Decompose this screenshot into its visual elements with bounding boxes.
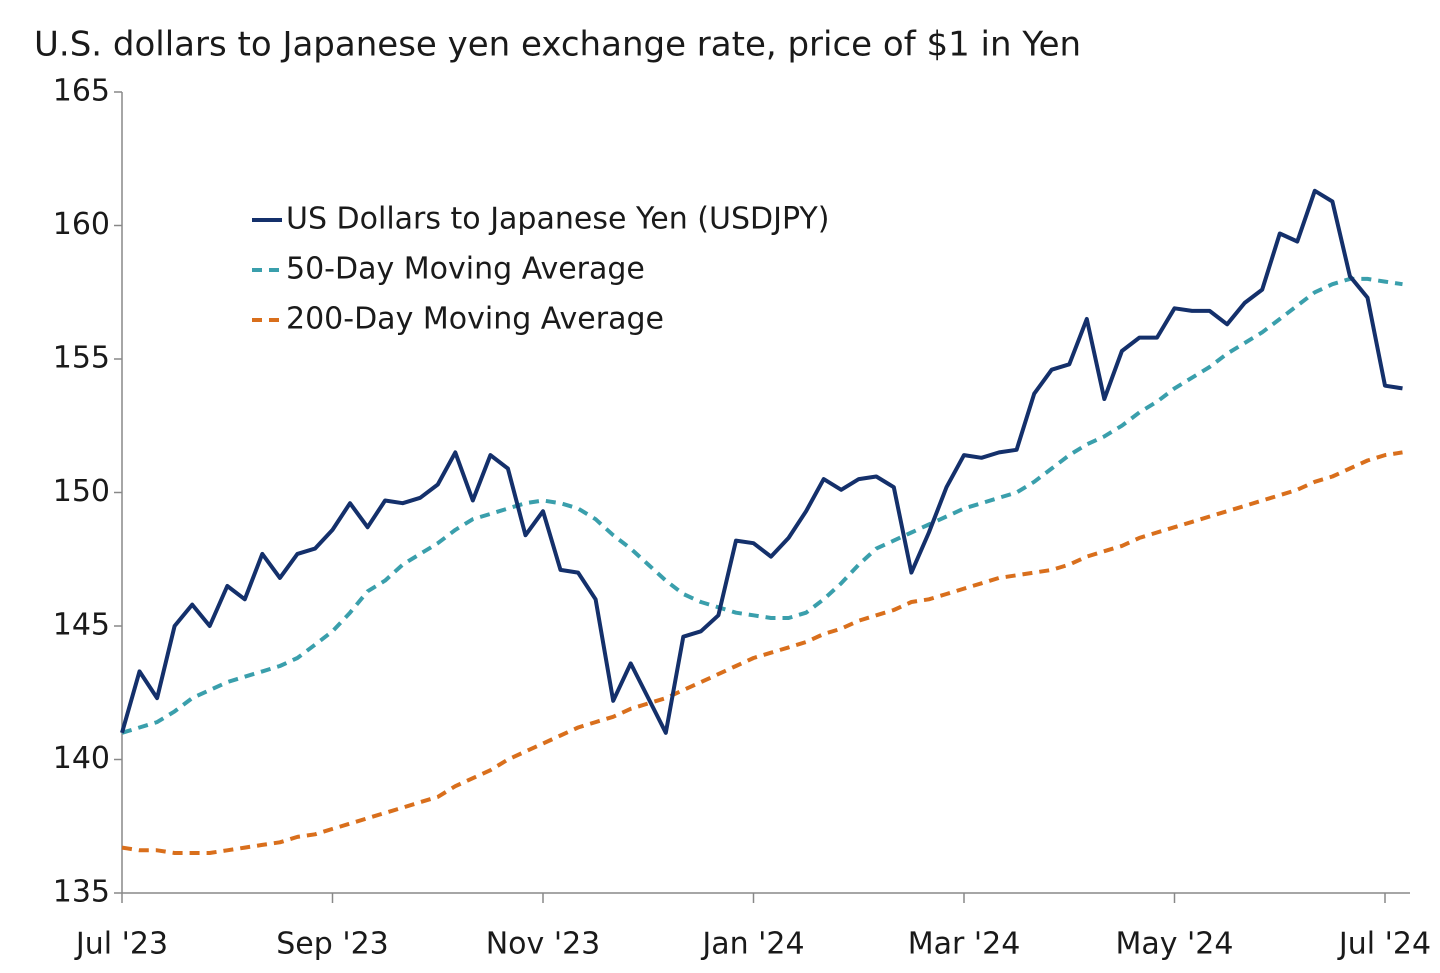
legend-label: US Dollars to Japanese Yen (USDJPY) xyxy=(286,202,829,237)
x-tick-label: Jan '24 xyxy=(700,927,804,962)
x-tick-label: May '24 xyxy=(1116,927,1234,962)
y-tick-label: 155 xyxy=(53,341,110,376)
legend-label: 200-Day Moving Average xyxy=(286,302,664,337)
legend-label: 50-Day Moving Average xyxy=(286,252,645,287)
y-tick-label: 165 xyxy=(53,74,110,109)
x-tick-label: Sep '23 xyxy=(276,927,389,962)
series-line xyxy=(121,276,1403,735)
x-tick-label: Nov '23 xyxy=(486,927,601,962)
y-tick-label: 160 xyxy=(53,207,110,242)
series-line xyxy=(121,450,1403,855)
y-tick-label: 150 xyxy=(53,474,110,509)
chart-title: U.S. dollars to Japanese yen exchange ra… xyxy=(34,25,1081,65)
x-tick-label: Mar '24 xyxy=(908,927,1021,962)
y-tick-label: 140 xyxy=(53,741,110,776)
y-tick-label: 145 xyxy=(53,608,110,643)
x-tick-label: Jul '24 xyxy=(1337,927,1431,962)
series-line xyxy=(120,188,1403,735)
x-tick-label: Jul '23 xyxy=(74,927,168,962)
y-tick-label: 135 xyxy=(53,875,110,910)
